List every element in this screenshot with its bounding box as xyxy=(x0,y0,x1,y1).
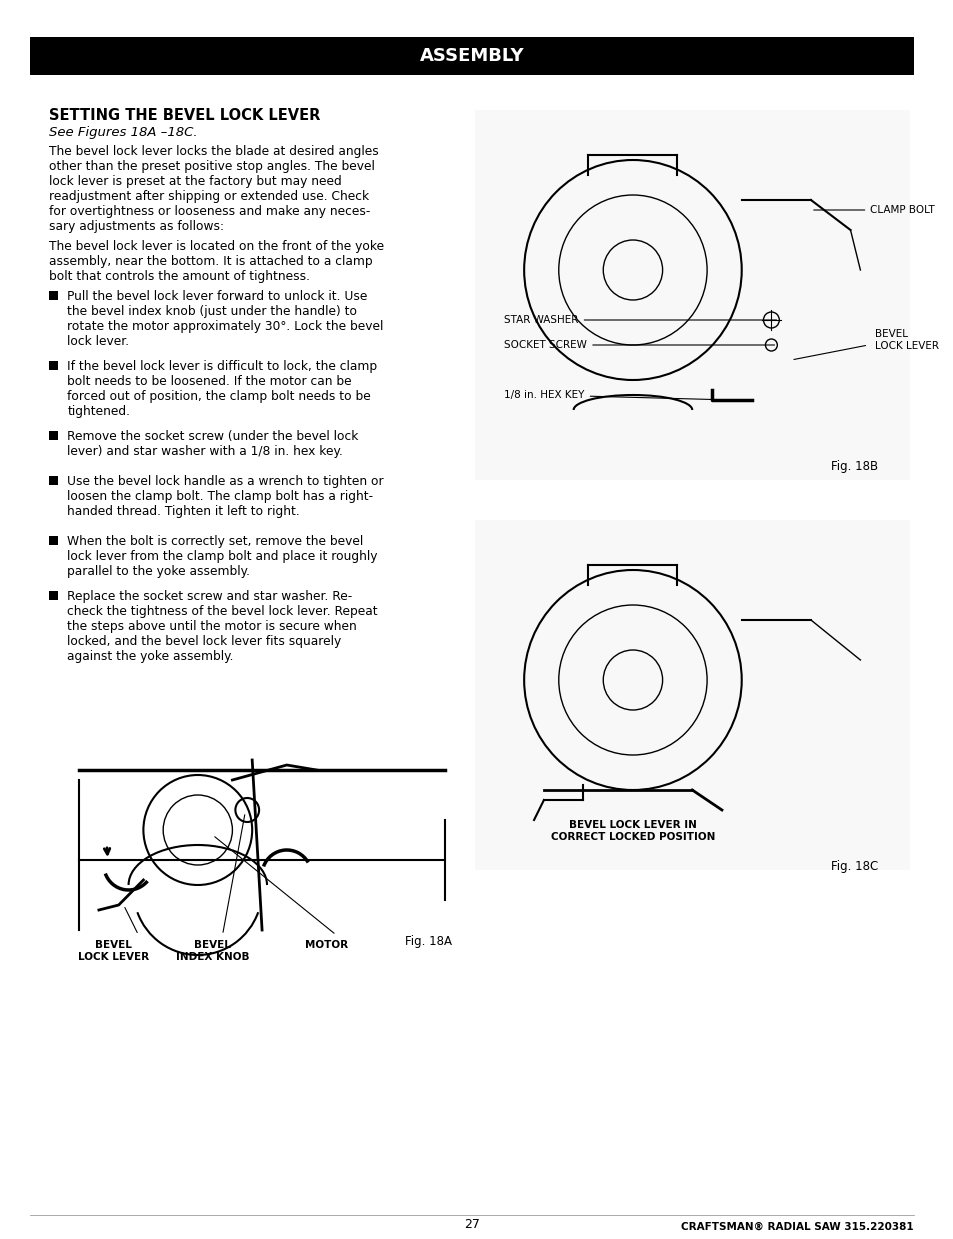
Text: BEVEL LOCK LEVER IN
CORRECT LOCKED POSITION: BEVEL LOCK LEVER IN CORRECT LOCKED POSIT… xyxy=(550,820,715,841)
Bar xyxy=(50,536,58,545)
Bar xyxy=(475,520,909,870)
Text: Remove the socket screw (under the bevel lock
lever) and star washer with a 1/8 : Remove the socket screw (under the bevel… xyxy=(67,430,358,458)
Text: 1/8 in. HEX KEY: 1/8 in. HEX KEY xyxy=(504,390,728,400)
Text: Replace the socket screw and star washer. Re-
check the tightness of the bevel l: Replace the socket screw and star washer… xyxy=(67,590,377,663)
Bar xyxy=(50,361,58,370)
Bar xyxy=(50,476,58,484)
Text: SETTING THE BEVEL LOCK LEVER: SETTING THE BEVEL LOCK LEVER xyxy=(50,108,320,123)
Text: CLAMP BOLT: CLAMP BOLT xyxy=(813,204,934,216)
Text: BEVEL
LOCK LEVER: BEVEL LOCK LEVER xyxy=(78,940,149,961)
Text: BEVEL
LOCK LEVER: BEVEL LOCK LEVER xyxy=(874,330,939,351)
Bar xyxy=(475,110,909,479)
Text: The bevel lock lever locks the blade at desired angles
other than the preset pos: The bevel lock lever locks the blade at … xyxy=(50,145,378,233)
Bar xyxy=(50,591,58,600)
Text: Fig. 18A: Fig. 18A xyxy=(405,935,452,948)
Text: BEVEL
INDEX KNOB: BEVEL INDEX KNOB xyxy=(175,940,249,961)
Text: CRAFTSMAN® RADIAL SAW 315.220381: CRAFTSMAN® RADIAL SAW 315.220381 xyxy=(680,1222,913,1232)
Text: When the bolt is correctly set, remove the bevel
lock lever from the clamp bolt : When the bolt is correctly set, remove t… xyxy=(67,535,377,579)
Bar xyxy=(30,37,913,76)
Bar xyxy=(50,291,58,300)
Text: Use the bevel lock handle as a wrench to tighten or
loosen the clamp bolt. The c: Use the bevel lock handle as a wrench to… xyxy=(67,475,383,518)
Text: Pull the bevel lock lever forward to unlock it. Use
the bevel index knob (just u: Pull the bevel lock lever forward to unl… xyxy=(67,290,383,348)
Text: STAR WASHER: STAR WASHER xyxy=(504,315,776,325)
Text: Fig. 18B: Fig. 18B xyxy=(830,460,877,473)
Text: MOTOR: MOTOR xyxy=(304,940,348,950)
Bar xyxy=(50,431,58,440)
Text: 27: 27 xyxy=(463,1218,479,1232)
Text: See Figures 18A –18C.: See Figures 18A –18C. xyxy=(50,126,198,139)
Text: Fig. 18C: Fig. 18C xyxy=(830,860,877,873)
Text: The bevel lock lever is located on the front of the yoke
assembly, near the bott: The bevel lock lever is located on the f… xyxy=(50,240,384,282)
Text: ASSEMBLY: ASSEMBLY xyxy=(419,47,523,64)
Text: SOCKET SCREW: SOCKET SCREW xyxy=(504,339,774,349)
Text: If the bevel lock lever is difficult to lock, the clamp
bolt needs to be loosene: If the bevel lock lever is difficult to … xyxy=(67,361,377,418)
